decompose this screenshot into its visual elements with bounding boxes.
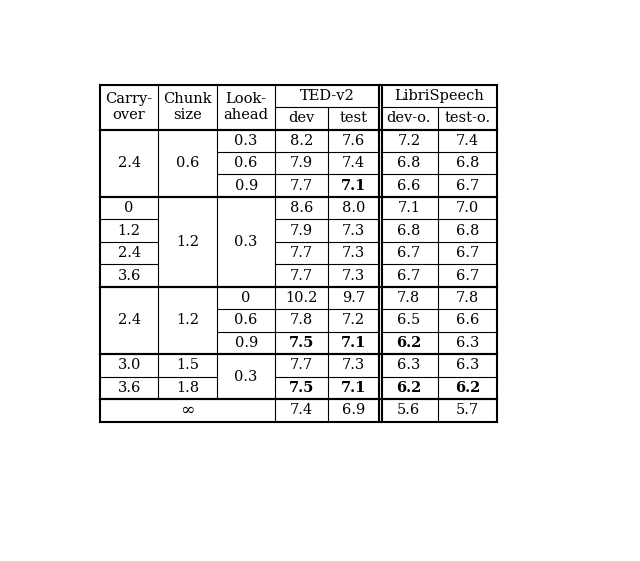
Text: 7.5: 7.5 [289, 336, 314, 350]
Text: 1.5: 1.5 [176, 358, 199, 373]
Text: 7.0: 7.0 [456, 201, 479, 215]
Text: 6.8: 6.8 [397, 156, 420, 170]
Text: 7.1: 7.1 [397, 201, 420, 215]
Text: 1.2: 1.2 [118, 224, 141, 238]
Text: 1.8: 1.8 [176, 381, 199, 395]
Text: test-o.: test-o. [444, 111, 490, 125]
Text: 7.8: 7.8 [290, 314, 313, 328]
Text: 6.9: 6.9 [342, 403, 365, 417]
Text: 6.3: 6.3 [456, 336, 479, 350]
Text: 6.7: 6.7 [397, 246, 420, 260]
Text: 0.6: 0.6 [176, 156, 199, 170]
Text: 5.6: 5.6 [397, 403, 420, 417]
Text: 2.4: 2.4 [118, 314, 141, 328]
Text: 7.2: 7.2 [397, 134, 420, 148]
Text: 7.3: 7.3 [342, 358, 365, 373]
Text: 6.3: 6.3 [456, 358, 479, 373]
Text: 6.2: 6.2 [454, 381, 480, 395]
Text: 6.3: 6.3 [397, 358, 420, 373]
Text: 7.4: 7.4 [290, 403, 313, 417]
Text: 6.7: 6.7 [456, 269, 479, 283]
Text: 6.2: 6.2 [396, 336, 422, 350]
Text: 7.4: 7.4 [342, 156, 365, 170]
Text: 2.4: 2.4 [118, 156, 141, 170]
Text: 9.7: 9.7 [342, 291, 365, 305]
Text: 6.7: 6.7 [397, 269, 420, 283]
Text: 6.7: 6.7 [456, 246, 479, 260]
Text: 6.8: 6.8 [456, 224, 479, 238]
Text: 7.8: 7.8 [456, 291, 479, 305]
Text: 7.9: 7.9 [290, 156, 313, 170]
Text: Chunk
size: Chunk size [163, 92, 212, 122]
Text: 7.7: 7.7 [290, 246, 313, 260]
Text: 0.3: 0.3 [234, 235, 258, 249]
Text: 2.4: 2.4 [118, 246, 141, 260]
Text: 7.9: 7.9 [290, 224, 313, 238]
Text: 7.7: 7.7 [290, 269, 313, 283]
Text: Look-
ahead: Look- ahead [223, 92, 269, 122]
Text: 1.2: 1.2 [176, 314, 199, 328]
Text: 7.1: 7.1 [341, 336, 366, 350]
Text: Carry-
over: Carry- over [106, 92, 153, 122]
Text: 6.8: 6.8 [397, 224, 420, 238]
Text: 0.6: 0.6 [234, 314, 258, 328]
Text: 0: 0 [124, 201, 134, 215]
Text: 0.3: 0.3 [234, 370, 258, 384]
Text: 3.6: 3.6 [117, 269, 141, 283]
Text: 10.2: 10.2 [285, 291, 317, 305]
Text: 6.6: 6.6 [456, 314, 479, 328]
Text: 7.1: 7.1 [341, 381, 366, 395]
Text: 7.3: 7.3 [342, 224, 365, 238]
Text: 8.6: 8.6 [290, 201, 313, 215]
Text: 7.2: 7.2 [342, 314, 365, 328]
Text: 6.2: 6.2 [396, 381, 422, 395]
Text: 7.6: 7.6 [342, 134, 365, 148]
Text: dev-o.: dev-o. [387, 111, 431, 125]
Text: 8.0: 8.0 [342, 201, 365, 215]
Text: 7.7: 7.7 [290, 179, 313, 192]
Text: test: test [340, 111, 367, 125]
Text: 0.9: 0.9 [234, 179, 258, 192]
Text: 8.2: 8.2 [290, 134, 313, 148]
Text: 7.5: 7.5 [289, 381, 314, 395]
Text: 7.4: 7.4 [456, 134, 479, 148]
Text: dev: dev [289, 111, 315, 125]
Text: TED-v2: TED-v2 [300, 89, 355, 103]
Text: 1.2: 1.2 [176, 235, 199, 249]
Text: 7.8: 7.8 [397, 291, 420, 305]
Text: 0: 0 [241, 291, 251, 305]
Text: LibriSpeech: LibriSpeech [394, 89, 484, 103]
Text: 0.6: 0.6 [234, 156, 258, 170]
Text: ∞: ∞ [180, 402, 195, 419]
Text: 5.7: 5.7 [456, 403, 479, 417]
Text: 6.8: 6.8 [456, 156, 479, 170]
Text: 6.6: 6.6 [397, 179, 420, 192]
Text: 0.3: 0.3 [234, 134, 258, 148]
Text: 0.9: 0.9 [234, 336, 258, 350]
Text: 6.7: 6.7 [456, 179, 479, 192]
Text: 3.6: 3.6 [117, 381, 141, 395]
Text: 3.0: 3.0 [117, 358, 141, 373]
Text: 7.7: 7.7 [290, 358, 313, 373]
Text: 7.1: 7.1 [341, 179, 366, 192]
Text: 7.3: 7.3 [342, 269, 365, 283]
Text: 7.3: 7.3 [342, 246, 365, 260]
Text: 6.5: 6.5 [397, 314, 420, 328]
